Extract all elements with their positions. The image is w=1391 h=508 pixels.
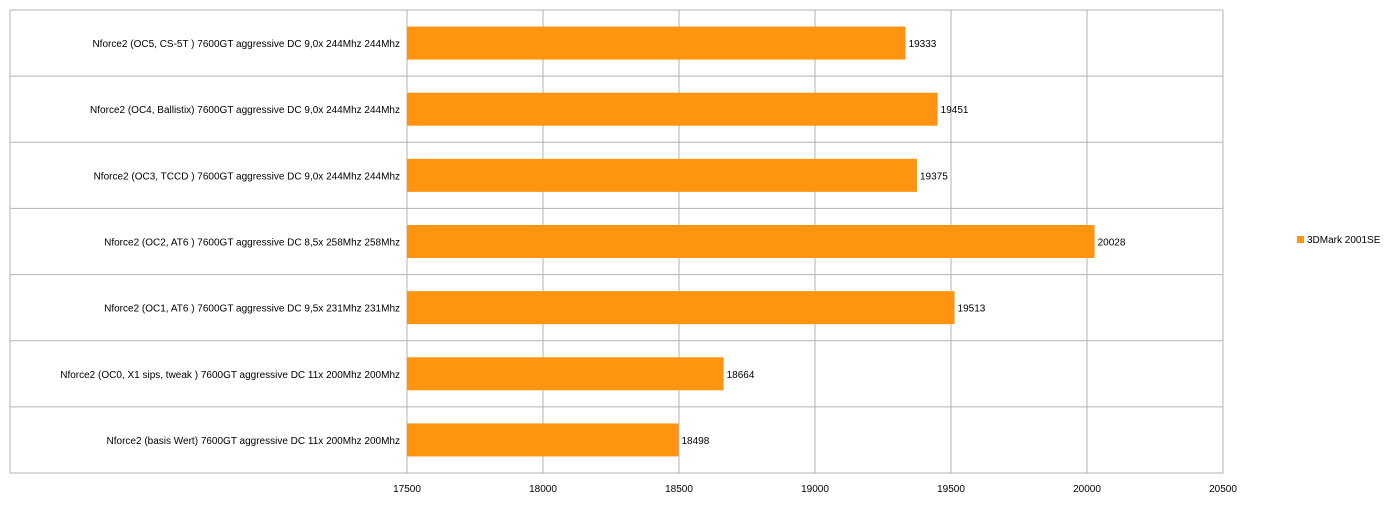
category-label: Nforce2 (OC5, CS-5T ) 7600GT aggressive …: [92, 39, 400, 50]
category-label: Nforce2 (OC2, AT6 ) 7600GT aggressive DC…: [104, 238, 400, 249]
x-tick-label: 18000: [529, 484, 557, 495]
bar: [407, 423, 679, 457]
legend: 3DMark 2001SE: [1297, 235, 1381, 246]
legend-swatch: [1297, 236, 1304, 243]
bar: [407, 158, 917, 192]
data-label: 18498: [681, 436, 709, 447]
category-label: Nforce2 (OC4, Ballistix) 7600GT aggressi…: [90, 105, 400, 116]
bar-series: [407, 26, 1095, 457]
data-label: 19375: [920, 171, 948, 182]
bar: [407, 225, 1095, 258]
x-tick-label: 19000: [801, 484, 829, 495]
x-tick-label: 19500: [937, 484, 965, 495]
data-label: 19513: [958, 304, 986, 315]
bar: [407, 26, 906, 60]
data-label: 19333: [909, 39, 937, 50]
category-label: Nforce2 (basis Wert) 7600GT aggressive D…: [107, 436, 400, 447]
grid-lines: [9, 9, 1224, 474]
category-label: Nforce2 (OC1, AT6 ) 7600GT aggressive DC…: [104, 304, 400, 315]
x-tick-label: 20000: [1073, 484, 1101, 495]
legend-label: 3DMark 2001SE: [1307, 235, 1381, 246]
data-labels: 19333 19451 19375 20028 19513 18664 18498: [681, 39, 1125, 447]
category-labels: Nforce2 (OC5, CS-5T ) 7600GT aggressive …: [60, 39, 400, 447]
bar: [407, 92, 938, 126]
x-tick-label: 18500: [665, 484, 693, 495]
x-tick-label: 20500: [1209, 484, 1237, 495]
data-label: 19451: [941, 105, 969, 116]
data-label: 20028: [1098, 238, 1126, 249]
category-label: Nforce2 (OC3, TCCD ) 7600GT aggressive D…: [94, 171, 400, 182]
bar: [407, 291, 955, 325]
category-label: Nforce2 (OC0, X1 sips, tweak ) 7600GT ag…: [60, 370, 400, 381]
x-axis-tick-labels: 17500 18000 18500 19000 19500 20000 20500: [393, 484, 1237, 495]
bar: [407, 357, 724, 391]
data-label: 18664: [727, 370, 755, 381]
x-tick-label: 17500: [393, 484, 421, 495]
